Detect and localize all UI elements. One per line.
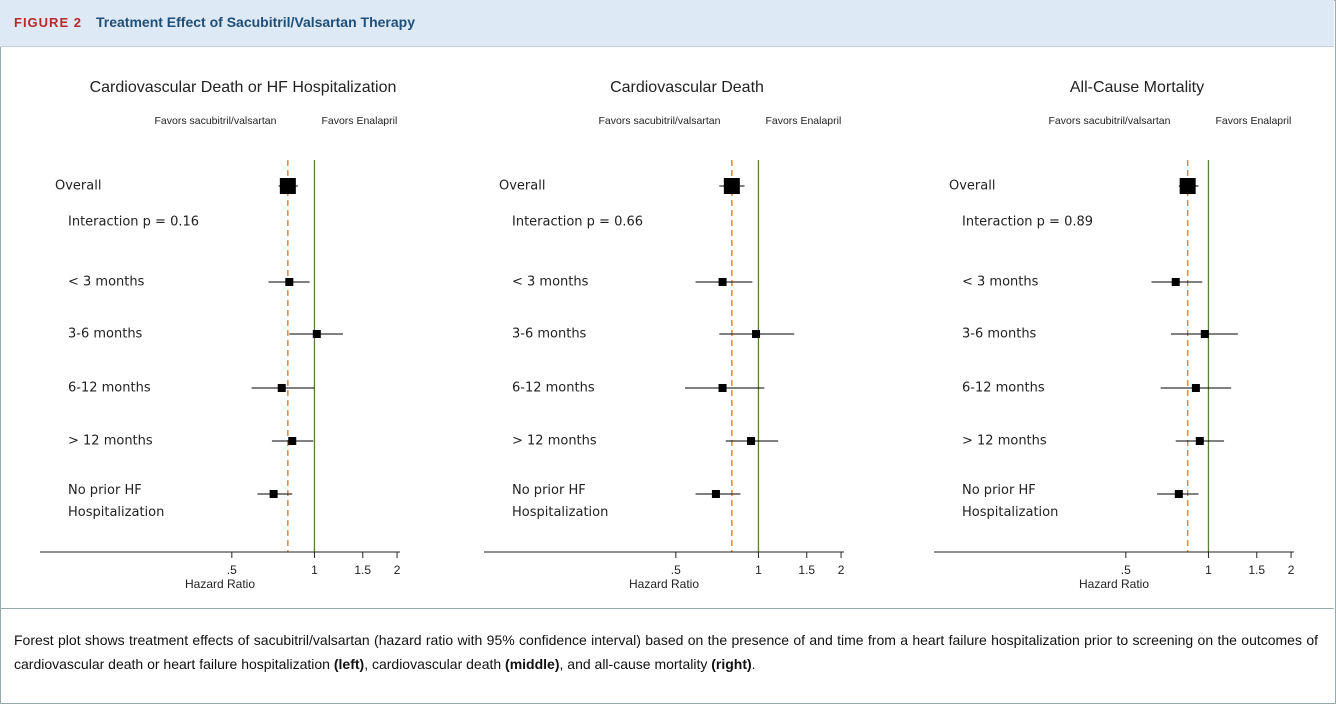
caption-text: , cardiovascular death <box>364 656 506 672</box>
forest-plot <box>934 160 1294 558</box>
point-estimate <box>1174 490 1183 498</box>
row-label: No prior HF Hospitalization <box>68 483 165 520</box>
row-label: Overall <box>55 178 102 194</box>
point-estimate <box>752 330 761 338</box>
point-estimate <box>747 437 756 445</box>
point-estimate <box>1171 278 1180 286</box>
favors-right: Favors Enalapril <box>1215 115 1292 127</box>
forest-panel: Cardiovascular Death Favors sacubitril/va… <box>444 0 888 606</box>
row-label: No prior HF Hospitalization <box>962 483 1059 520</box>
row-label: > 12 months <box>512 433 597 449</box>
x-tick-label: 1.5 <box>1248 563 1266 577</box>
row-label: < 3 months <box>962 274 1039 290</box>
panel-title: All-Cause Mortality <box>1069 79 1205 96</box>
x-tick-label: 2 <box>393 563 401 577</box>
point-estimate <box>285 278 294 286</box>
row-label: 6-12 months <box>962 380 1045 396</box>
x-tick-label: 2 <box>1287 563 1295 577</box>
x-tick-label: 2 <box>837 563 845 577</box>
point-estimate <box>723 178 740 194</box>
caption-text: (right) <box>711 656 752 672</box>
point-estimate <box>1200 330 1209 338</box>
favors-right: Favors Enalapril <box>321 115 398 127</box>
x-tick-label: .5 <box>670 563 681 577</box>
row-label: Overall <box>499 178 546 194</box>
row-label: No prior HF Hospitalization <box>512 483 609 520</box>
row-label: < 3 months <box>68 274 145 290</box>
row-label: 6-12 months <box>512 380 595 396</box>
row-label: 6-12 months <box>68 380 151 396</box>
x-axis-label: Hazard Ratio <box>628 577 700 591</box>
row-label: < 3 months <box>512 274 589 290</box>
divider <box>0 608 1334 609</box>
favors-right: Favors Enalapril <box>765 115 842 127</box>
figure-label: FIGURE 2 <box>14 15 82 30</box>
point-estimate <box>1195 437 1204 445</box>
point-estimate <box>1179 178 1196 194</box>
caption-text: , and all-cause mortality <box>559 656 712 672</box>
forest-plot <box>40 160 400 558</box>
point-estimate <box>312 330 321 338</box>
row-label: Overall <box>949 178 996 194</box>
x-tick-label: 1 <box>1205 563 1212 577</box>
panel-title: Cardiovascular Death or HF Hospitalizati… <box>89 79 397 96</box>
caption-text: Forest plot shows treatment effects of s… <box>14 632 1318 672</box>
favors-left: Favors sacubitril/valsartan <box>1048 115 1171 127</box>
x-tick-label: 1 <box>311 563 318 577</box>
point-estimate <box>288 437 297 445</box>
caption-text: (left) <box>333 656 365 672</box>
panel-title: Cardiovascular Death <box>610 79 764 96</box>
caption-text: . <box>751 656 756 672</box>
row-label: 3-6 months <box>512 326 587 342</box>
forest-panel: All-Cause Mortality Favors sacubitril/val… <box>894 0 1336 606</box>
point-estimate <box>277 384 286 392</box>
interaction-label: Interaction p = 0.89 <box>962 214 1094 230</box>
interaction-label: Interaction p = 0.16 <box>68 214 200 230</box>
caption-text: (middle) <box>505 656 560 672</box>
x-tick-label: .5 <box>1120 563 1131 577</box>
x-tick-label: .5 <box>226 563 237 577</box>
x-tick-label: 1.5 <box>354 563 372 577</box>
x-tick-label: 1 <box>755 563 762 577</box>
point-estimate <box>718 384 727 392</box>
forest-panel: Cardiovascular Death or HF Hospitalizati… <box>0 0 444 606</box>
row-label: 3-6 months <box>68 326 143 342</box>
point-estimate <box>1191 384 1200 392</box>
forest-plot <box>484 160 844 558</box>
point-estimate <box>711 490 720 498</box>
x-axis-label: Hazard Ratio <box>184 577 256 591</box>
row-label: > 12 months <box>68 433 153 449</box>
point-estimate <box>279 178 296 194</box>
point-estimate <box>718 278 727 286</box>
interaction-label: Interaction p = 0.66 <box>512 214 644 230</box>
x-axis-label: Hazard Ratio <box>1078 577 1150 591</box>
x-tick-label: 1.5 <box>798 563 816 577</box>
favors-left: Favors sacubitril/valsartan <box>154 115 277 127</box>
caption: Forest plot shows treatment effects of s… <box>14 628 1318 676</box>
row-label: > 12 months <box>962 433 1047 449</box>
figure-title: Treatment Effect of Sacubitril/Valsartan… <box>96 14 415 30</box>
favors-left: Favors sacubitril/valsartan <box>598 115 721 127</box>
row-label: 3-6 months <box>962 326 1037 342</box>
point-estimate <box>269 490 278 498</box>
figure-header: FIGURE 2 Treatment Effect of Sacubitril/… <box>0 0 1334 47</box>
